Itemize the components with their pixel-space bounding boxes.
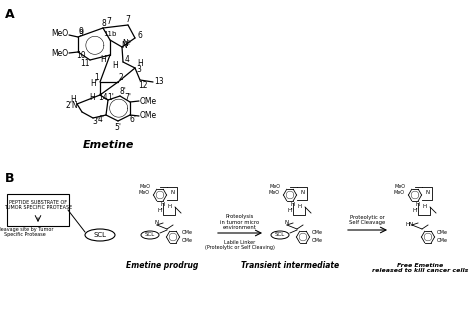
Text: Free Emetine
released to kill cancer cells: Free Emetine released to kill cancer cel… bbox=[372, 263, 468, 273]
Text: 4': 4' bbox=[98, 115, 104, 123]
Text: N: N bbox=[155, 220, 159, 226]
Text: N: N bbox=[171, 190, 175, 196]
Text: MeO: MeO bbox=[270, 184, 281, 189]
Text: Proteolytic or
Self Cleavage: Proteolytic or Self Cleavage bbox=[349, 215, 385, 226]
Text: SCL: SCL bbox=[275, 233, 285, 238]
Text: MeO: MeO bbox=[393, 190, 404, 196]
Text: 3: 3 bbox=[137, 64, 141, 73]
Text: 12: 12 bbox=[138, 80, 148, 90]
Text: 1': 1' bbox=[108, 93, 114, 101]
Text: OMe: OMe bbox=[182, 238, 192, 242]
Text: HN: HN bbox=[406, 222, 414, 227]
Text: 9: 9 bbox=[79, 26, 83, 35]
Text: Labile Linker
(Proteolytic or Self Cleaving): Labile Linker (Proteolytic or Self Cleav… bbox=[205, 240, 275, 250]
Text: H: H bbox=[298, 204, 302, 210]
Text: MeO: MeO bbox=[268, 190, 280, 196]
Ellipse shape bbox=[141, 231, 159, 239]
Text: 1: 1 bbox=[95, 72, 100, 81]
Text: SCL: SCL bbox=[145, 233, 155, 238]
Text: MeO: MeO bbox=[139, 184, 151, 189]
Text: H: H bbox=[168, 204, 172, 210]
Text: 7: 7 bbox=[126, 14, 130, 24]
Text: N: N bbox=[285, 220, 289, 226]
Text: 7: 7 bbox=[107, 17, 111, 26]
Text: H: H bbox=[112, 61, 118, 70]
Text: 14: 14 bbox=[98, 93, 108, 101]
Text: OMe: OMe bbox=[311, 238, 322, 242]
Text: MeO: MeO bbox=[52, 49, 69, 58]
Text: H': H' bbox=[412, 207, 418, 212]
Text: 4: 4 bbox=[125, 56, 129, 64]
Text: 9: 9 bbox=[79, 28, 83, 38]
Text: B: B bbox=[5, 172, 15, 185]
Text: Emetine prodrug: Emetine prodrug bbox=[126, 261, 198, 270]
Text: 8: 8 bbox=[101, 19, 106, 27]
Text: 13: 13 bbox=[154, 78, 164, 86]
Text: MeO: MeO bbox=[138, 190, 149, 196]
Text: H': H' bbox=[157, 207, 163, 212]
Text: MeO: MeO bbox=[394, 184, 405, 189]
Text: H': H' bbox=[287, 207, 293, 212]
Text: Emetine: Emetine bbox=[82, 140, 134, 150]
Text: N⁵: N⁵ bbox=[121, 41, 130, 49]
Text: N: N bbox=[426, 190, 430, 196]
Text: H: H bbox=[161, 203, 165, 207]
Text: OMe: OMe bbox=[437, 229, 447, 234]
Text: OMe: OMe bbox=[437, 238, 447, 242]
Text: H': H' bbox=[90, 79, 98, 88]
Text: 10: 10 bbox=[76, 51, 86, 61]
Text: MeO: MeO bbox=[52, 29, 69, 39]
Text: 11b: 11b bbox=[103, 31, 117, 37]
Text: H: H bbox=[291, 203, 295, 207]
Text: Proteolysis
in tumor micro
environment: Proteolysis in tumor micro environment bbox=[220, 214, 260, 230]
Text: H: H bbox=[137, 58, 143, 68]
Text: 2'N: 2'N bbox=[66, 101, 78, 110]
Text: OMe: OMe bbox=[139, 97, 156, 106]
Text: Transient intermediate: Transient intermediate bbox=[241, 261, 339, 270]
Text: N: N bbox=[301, 190, 305, 196]
Ellipse shape bbox=[85, 229, 115, 241]
Text: 3': 3' bbox=[92, 116, 100, 125]
FancyBboxPatch shape bbox=[7, 194, 69, 226]
Text: 5': 5' bbox=[115, 122, 121, 131]
Text: PEPTIDE SUBSTRATE OF
TUMOR SPECIFIC PROTEASE: PEPTIDE SUBSTRATE OF TUMOR SPECIFIC PROT… bbox=[4, 200, 72, 211]
Text: H: H bbox=[423, 204, 427, 210]
Text: H: H bbox=[416, 203, 420, 207]
Text: 7': 7' bbox=[125, 93, 131, 101]
Text: OMe: OMe bbox=[139, 112, 156, 121]
Text: OMe: OMe bbox=[311, 229, 322, 234]
Text: H: H bbox=[70, 95, 76, 105]
Text: H': H' bbox=[100, 56, 108, 64]
Text: H: H bbox=[89, 93, 95, 102]
Text: Cleavage site by Tumor
Specific Protease: Cleavage site by Tumor Specific Protease bbox=[0, 226, 54, 237]
Text: 8': 8' bbox=[119, 87, 127, 97]
Text: 2: 2 bbox=[118, 72, 123, 81]
Text: SCL: SCL bbox=[93, 232, 107, 238]
Ellipse shape bbox=[271, 231, 289, 239]
Text: OMe: OMe bbox=[182, 229, 192, 234]
Text: 6': 6' bbox=[129, 115, 137, 124]
Text: 6: 6 bbox=[137, 32, 143, 41]
Text: A: A bbox=[5, 8, 15, 21]
Text: N⁵: N⁵ bbox=[123, 39, 131, 48]
Text: 11: 11 bbox=[80, 60, 90, 69]
